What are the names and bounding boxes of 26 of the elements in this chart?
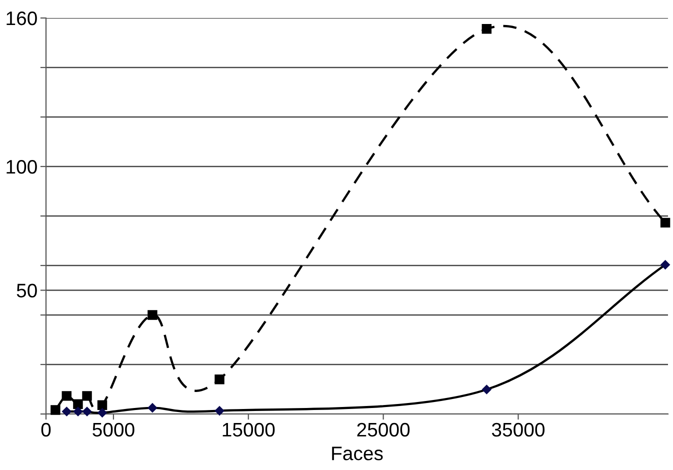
x-tick-label: 15000 xyxy=(222,422,275,437)
point xyxy=(148,310,158,320)
point xyxy=(62,406,72,416)
point xyxy=(660,260,670,270)
point xyxy=(148,403,158,412)
point xyxy=(97,400,108,410)
point xyxy=(660,218,670,228)
point xyxy=(62,391,72,401)
y-tick-label: 160 xyxy=(6,11,37,26)
point xyxy=(482,384,492,394)
point xyxy=(73,399,83,409)
point xyxy=(82,406,92,416)
x-tick-label: 25000 xyxy=(357,422,410,437)
point xyxy=(98,408,107,418)
point xyxy=(73,406,83,416)
point xyxy=(214,406,224,416)
y-tick-label: 50 xyxy=(16,284,37,298)
x-tick-label: 0 xyxy=(41,422,51,437)
point xyxy=(50,405,60,415)
x-tick-label: 35000 xyxy=(492,422,545,437)
point xyxy=(214,374,224,384)
x-axis-title: Faces xyxy=(332,446,383,460)
y-tick-label: 100 xyxy=(6,160,37,174)
x-tick-label: 5000 xyxy=(92,422,134,437)
point xyxy=(482,24,492,34)
point xyxy=(82,391,92,401)
